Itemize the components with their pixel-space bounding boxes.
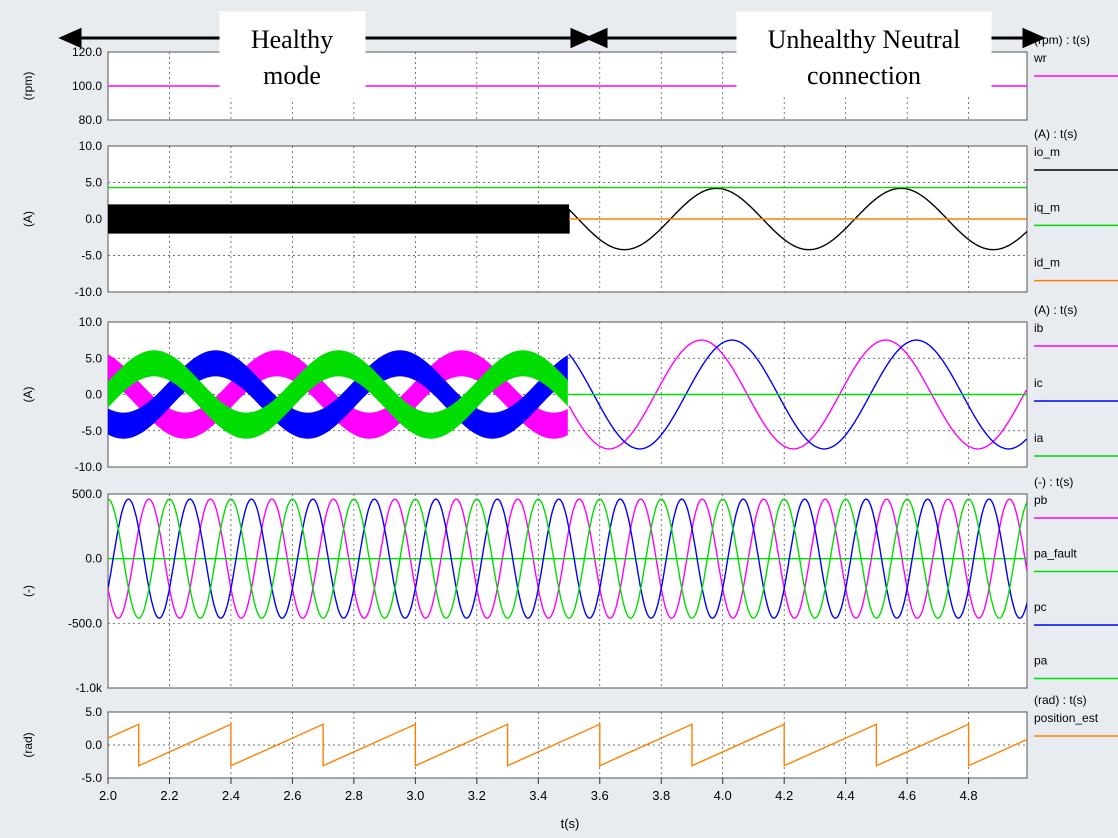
series-ib bbox=[568, 339, 1027, 450]
y-tick-label: 100.0 bbox=[72, 79, 102, 93]
x-tick-label: 2.0 bbox=[99, 788, 117, 803]
series-pc bbox=[108, 498, 1027, 619]
series-position_est bbox=[108, 723, 1027, 767]
series-ia-band bbox=[108, 350, 568, 439]
panel-1: 10.0 5.0 0.0 -5.0 -10.0 (A) (A) : t(s) io_m iq_m… bbox=[21, 127, 1118, 299]
x-tick-label: 3.4 bbox=[529, 788, 547, 803]
unhealthy-box bbox=[736, 11, 992, 97]
legend-id_m: id_m bbox=[1034, 256, 1060, 270]
x-tick-label: 4.2 bbox=[775, 788, 793, 803]
y-tick-label: -10.0 bbox=[75, 285, 103, 299]
x-tick-label: 4.4 bbox=[837, 788, 855, 803]
y-tick-label: 0.0 bbox=[85, 212, 102, 226]
y-axis-label: (-) bbox=[21, 585, 35, 597]
y-tick-label: 5.0 bbox=[85, 351, 102, 365]
x-tick-label: 3.6 bbox=[591, 788, 609, 803]
y-tick-label: 500.0 bbox=[72, 487, 102, 501]
series-ic bbox=[568, 339, 1027, 450]
y-tick-label: 80.0 bbox=[79, 113, 103, 127]
y-tick-label: 10.0 bbox=[79, 139, 103, 153]
series-pb bbox=[108, 498, 1027, 619]
y-tick-label: 5.0 bbox=[85, 705, 102, 719]
legend-ib: ib bbox=[1034, 321, 1044, 335]
legend-ia: ia bbox=[1034, 431, 1044, 445]
healthy-label-line2: mode bbox=[263, 61, 321, 90]
series-pa bbox=[108, 498, 1027, 619]
y-tick-label: 0.0 bbox=[85, 552, 102, 566]
x-tick-label: 2.8 bbox=[345, 788, 363, 803]
y-tick-label: 0.0 bbox=[85, 738, 102, 752]
series-ib-band bbox=[108, 350, 568, 439]
y-tick-label: 5.0 bbox=[85, 176, 102, 190]
y-tick-label: 120.0 bbox=[72, 45, 102, 59]
series-io_m-band bbox=[108, 204, 570, 234]
panel-unit-label: (A) : t(s) bbox=[1034, 303, 1077, 317]
legend-io_m: io_m bbox=[1034, 145, 1060, 159]
series-io_m bbox=[568, 187, 1027, 251]
x-tick-label: 3.0 bbox=[406, 788, 424, 803]
y-tick-label: 0.0 bbox=[85, 388, 102, 402]
y-tick-label: 10.0 bbox=[79, 315, 103, 329]
y-tick-label: -5.0 bbox=[81, 771, 102, 785]
legend-position_est: position_est bbox=[1034, 711, 1099, 725]
y-tick-label: -1.0k bbox=[75, 681, 103, 695]
x-tick-label: 4.6 bbox=[898, 788, 916, 803]
healthy-box bbox=[219, 11, 366, 99]
panel-2: 10.0 5.0 0.0 -5.0 -10.0 (A) (A) : t(s) ib ic ia bbox=[21, 303, 1118, 474]
legend-pb: pb bbox=[1034, 493, 1048, 507]
panel-3: 500.0 0.0 -500.0 -1.0k (-) (-) : t(s) pb pa_fau… bbox=[21, 475, 1118, 695]
y-axis-label: (rad) bbox=[21, 732, 35, 757]
x-tick-label: 3.2 bbox=[468, 788, 486, 803]
x-tick-label: 3.8 bbox=[652, 788, 670, 803]
legend-ic: ic bbox=[1034, 376, 1043, 390]
y-axis-label: (rpm) bbox=[21, 72, 35, 101]
panel-unit-label: (A) : t(s) bbox=[1034, 127, 1077, 141]
panel-unit-label: (-) : t(s) bbox=[1034, 475, 1073, 489]
healthy-label-line1: Healthy bbox=[251, 25, 333, 54]
legend-pa: pa bbox=[1034, 654, 1048, 668]
y-axis-label: (A) bbox=[21, 211, 35, 227]
legend-iq_m: iq_m bbox=[1034, 200, 1060, 214]
x-tick-label: 2.6 bbox=[283, 788, 301, 803]
legend-wr: wr bbox=[1033, 51, 1047, 65]
x-tick-label: 4.8 bbox=[960, 788, 978, 803]
panel-unit-label: (rad) : t(s) bbox=[1034, 693, 1087, 707]
unhealthy-label-line1: Unhealthy Neutral bbox=[768, 25, 961, 54]
y-tick-label: -500.0 bbox=[68, 616, 102, 630]
legend-pa_fault: pa_fault bbox=[1034, 547, 1077, 561]
panel-4: 5.0 0.0 -5.0 (rad) (rad) : t(s) position_est bbox=[21, 693, 1118, 785]
y-tick-label: -5.0 bbox=[81, 424, 102, 438]
x-tick-label: 2.4 bbox=[222, 788, 240, 803]
y-axis-label: (A) bbox=[21, 387, 35, 403]
unhealthy-label-line2: connection bbox=[807, 61, 921, 90]
y-tick-label: -5.0 bbox=[81, 249, 102, 263]
y-tick-label: -10.0 bbox=[75, 460, 103, 474]
legend-pc: pc bbox=[1034, 600, 1047, 614]
x-tick-label: 2.2 bbox=[160, 788, 178, 803]
panel-unit-label: (rpm) : t(s) bbox=[1034, 33, 1090, 47]
x-axis-label: t(s) bbox=[561, 816, 580, 831]
x-tick-label: 4.0 bbox=[714, 788, 732, 803]
series-ic-band bbox=[108, 350, 568, 439]
